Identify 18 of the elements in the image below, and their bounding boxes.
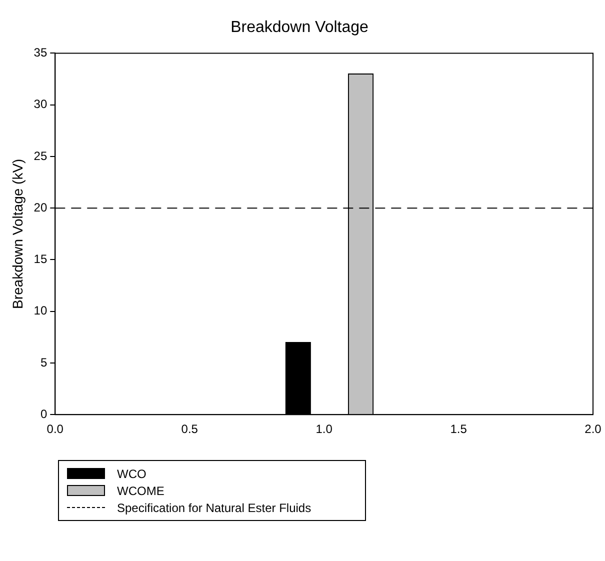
y-tick-label: 10	[34, 304, 48, 318]
x-tick-label: 0.5	[181, 422, 198, 436]
y-axis-title: Breakdown Voltage (kV)	[9, 158, 26, 309]
y-tick-label: 15	[34, 252, 48, 266]
y-tick-label: 25	[34, 148, 48, 163]
y-tick-label: 0	[40, 406, 48, 421]
legend-label: Specification for Natural Ester Fluids	[117, 500, 312, 514]
y-tick-label: 35	[34, 46, 48, 60]
y-tick-label: 5	[40, 355, 48, 370]
y-tick-label: 30	[34, 97, 48, 112]
x-tick-label: 0.0	[46, 422, 64, 436]
legend-label: WCO	[117, 466, 146, 480]
y-tick-label: 20	[34, 200, 48, 214]
x-tick-label: 2.0	[584, 422, 602, 436]
x-tick-label: 1.5	[450, 422, 468, 436]
legend-label: WCOME	[117, 484, 164, 498]
x-tick-label: 1.0	[316, 422, 333, 436]
chart-title: Breakdown Voltage	[230, 19, 369, 36]
